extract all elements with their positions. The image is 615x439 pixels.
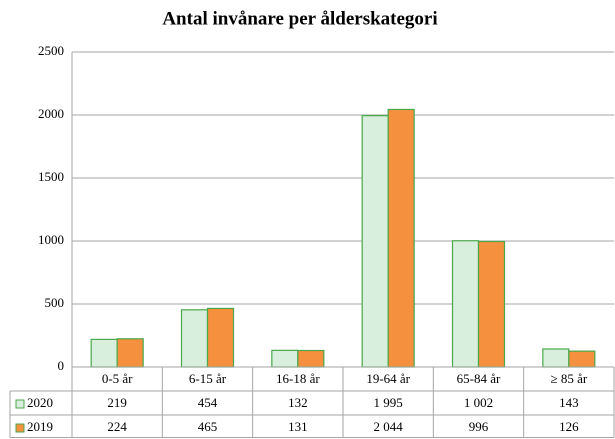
x-tick-label: 6-15 år xyxy=(189,371,227,386)
legend-key xyxy=(15,399,25,409)
x-tick-label: 0-5 år xyxy=(102,371,133,386)
legend-key xyxy=(15,423,25,433)
table-cell: 219 xyxy=(107,395,127,410)
table-cell: 1 995 xyxy=(374,395,403,410)
y-tick-label: 500 xyxy=(45,295,65,310)
y-tick-label: 2000 xyxy=(38,106,64,121)
y-tick-label: 1000 xyxy=(38,232,64,247)
table-cell: 2 044 xyxy=(374,419,404,434)
legend-label: 2019 xyxy=(27,419,53,434)
bar xyxy=(180,309,209,368)
table-cell: 1 002 xyxy=(464,395,493,410)
x-tick-label: 19-64 år xyxy=(366,371,410,386)
table-cell: 131 xyxy=(288,419,308,434)
table-cell: 224 xyxy=(107,419,127,434)
bar xyxy=(387,108,415,368)
bar xyxy=(477,240,506,368)
bar xyxy=(361,115,389,368)
bar xyxy=(542,348,570,368)
x-tick-label: 16-18 år xyxy=(276,371,320,386)
x-tick-label: ≥ 85 år xyxy=(550,371,587,386)
bar xyxy=(568,350,596,368)
bar xyxy=(116,338,144,368)
table-cell: 996 xyxy=(469,419,489,434)
bar xyxy=(271,349,299,368)
y-tick-label: 1500 xyxy=(38,169,64,184)
bar xyxy=(90,338,118,368)
table-cell: 465 xyxy=(198,419,218,434)
table-cell: 126 xyxy=(559,419,579,434)
bar xyxy=(206,307,235,368)
chart-title: Antal invånare per ålderskategori xyxy=(162,8,437,29)
y-tick-label: 0 xyxy=(58,358,65,373)
legend-label: 2020 xyxy=(27,395,53,410)
bar xyxy=(297,349,325,368)
table-cell: 143 xyxy=(559,395,579,410)
y-tick-label: 2500 xyxy=(38,43,64,58)
table-cell: 132 xyxy=(288,395,308,410)
table-cell: 454 xyxy=(198,395,218,410)
x-tick-label: 65-84 år xyxy=(457,371,501,386)
bar xyxy=(451,240,480,368)
